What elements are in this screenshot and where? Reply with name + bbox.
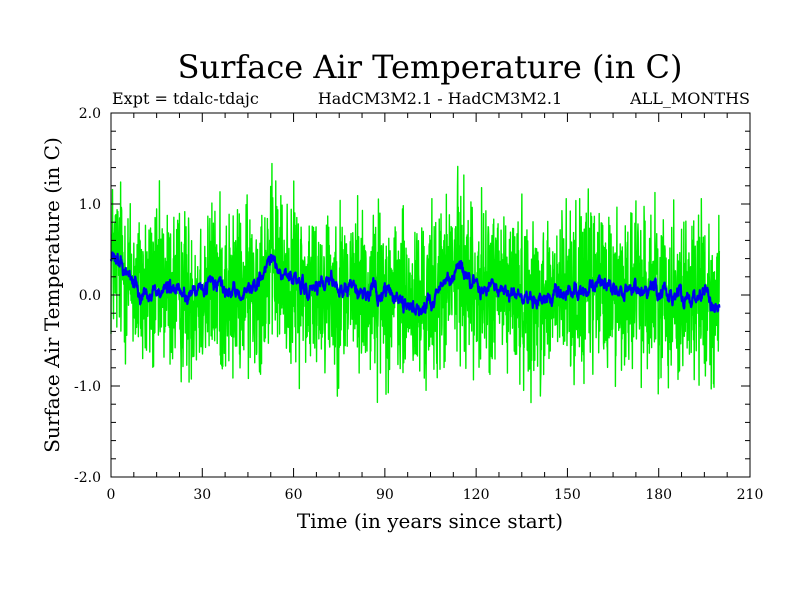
y-tick-label: 1.0 [79,197,101,213]
series-layer [109,162,721,404]
x-tick-label: 120 [463,487,490,503]
series-line-smoothed [109,251,721,317]
x-tick-label: 60 [285,487,303,503]
x-tick-label: 0 [107,487,116,503]
y-tick-label: 0.0 [79,288,101,304]
x-tick-label: 210 [737,487,764,503]
chart-subtitle-right: ALL_MONTHS [629,89,750,108]
chart-subtitle-center: HadCM3M2.1 - HadCM3M2.1 [318,89,562,108]
y-tick-label: -1.0 [74,379,101,395]
plot-frame [110,112,751,478]
x-tick-label: 150 [554,487,581,503]
series-line-monthly [110,162,721,404]
x-tick-label: 90 [376,487,394,503]
x-tick-label: 180 [645,487,672,503]
chart-title: Surface Air Temperature (in C) [178,48,683,86]
chart-subtitle-left: Expt = tdalc-tdajc [112,89,259,108]
tick-layer: 0 30 60 90 120 150 180 210 -2.0 -1.0 0.0 1.0 2.0 [74,106,763,503]
x-axis-label: Time (in years since start) [297,509,563,533]
x-tick-label: 30 [193,487,211,503]
y-axis-label: Surface Air Temperature (in C) [40,137,64,453]
y-tick-label: 2.0 [79,106,101,122]
y-tick-label: -2.0 [74,470,101,486]
